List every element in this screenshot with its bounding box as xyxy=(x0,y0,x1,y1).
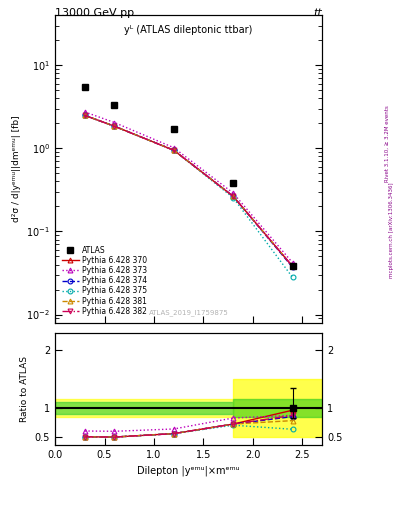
Y-axis label: d²σ / d|yᵉᵐᵘ||dmᵉᵐᵘ| [fb]: d²σ / d|yᵉᵐᵘ||dmᵉᵐᵘ| [fb] xyxy=(12,116,21,222)
Pythia 6.428 381 xyxy=(290,263,295,269)
Pythia 6.428 375 xyxy=(290,274,295,281)
Bar xyxy=(233,399,322,417)
Pythia 6.428 374 xyxy=(171,147,176,153)
Pythia 6.428 374 xyxy=(290,264,295,270)
Text: tt: tt xyxy=(314,8,322,18)
Pythia 6.428 370 xyxy=(231,193,235,199)
ATLAS xyxy=(231,180,235,186)
Pythia 6.428 375 xyxy=(171,147,176,153)
Pythia 6.428 374 xyxy=(231,193,235,199)
Pythia 6.428 373 xyxy=(171,144,176,151)
Line: Pythia 6.428 374: Pythia 6.428 374 xyxy=(82,113,295,270)
Pythia 6.428 373 xyxy=(290,260,295,266)
ATLAS xyxy=(290,263,295,269)
ATLAS xyxy=(112,102,117,109)
Pythia 6.428 381 xyxy=(171,147,176,153)
Pythia 6.428 381 xyxy=(83,112,87,118)
Pythia 6.428 381 xyxy=(112,123,117,130)
Text: yᴸ (ATLAS dileptonic ttbar): yᴸ (ATLAS dileptonic ttbar) xyxy=(125,25,253,35)
ATLAS xyxy=(83,84,87,90)
Text: 13000 GeV pp: 13000 GeV pp xyxy=(55,8,134,18)
ATLAS xyxy=(171,126,176,132)
Bar xyxy=(55,402,233,414)
Line: ATLAS: ATLAS xyxy=(81,83,296,270)
Line: Pythia 6.428 381: Pythia 6.428 381 xyxy=(82,113,295,269)
Pythia 6.428 370 xyxy=(290,263,295,269)
Pythia 6.428 375 xyxy=(231,195,235,201)
Text: mcplots.cern.ch [arXiv:1306.3436]: mcplots.cern.ch [arXiv:1306.3436] xyxy=(389,183,393,278)
Pythia 6.428 373 xyxy=(112,119,117,125)
Pythia 6.428 373 xyxy=(83,109,87,115)
Pythia 6.428 382 xyxy=(112,123,117,130)
Pythia 6.428 370 xyxy=(83,112,87,118)
Text: ATLAS_2019_I1759875: ATLAS_2019_I1759875 xyxy=(149,310,228,316)
X-axis label: Dilepton |yᵉᵐᵘ|×mᵉᵐᵘ: Dilepton |yᵉᵐᵘ|×mᵉᵐᵘ xyxy=(137,466,240,476)
Line: Pythia 6.428 375: Pythia 6.428 375 xyxy=(82,113,295,280)
Pythia 6.428 382 xyxy=(231,193,235,199)
Pythia 6.428 382 xyxy=(171,147,176,153)
Pythia 6.428 374 xyxy=(83,112,87,118)
Line: Pythia 6.428 382: Pythia 6.428 382 xyxy=(82,113,295,269)
Y-axis label: Ratio to ATLAS: Ratio to ATLAS xyxy=(20,356,29,422)
Pythia 6.428 374 xyxy=(112,123,117,130)
Pythia 6.428 381 xyxy=(231,193,235,199)
Pythia 6.428 382 xyxy=(290,263,295,269)
Pythia 6.428 382 xyxy=(83,112,87,118)
Pythia 6.428 370 xyxy=(171,147,176,153)
Bar xyxy=(233,379,322,437)
Line: Pythia 6.428 373: Pythia 6.428 373 xyxy=(82,110,295,265)
Pythia 6.428 375 xyxy=(112,123,117,130)
Pythia 6.428 373 xyxy=(231,190,235,196)
Pythia 6.428 370 xyxy=(112,123,117,130)
Line: Pythia 6.428 370: Pythia 6.428 370 xyxy=(82,113,295,269)
Bar xyxy=(55,399,322,417)
Legend: ATLAS, Pythia 6.428 370, Pythia 6.428 373, Pythia 6.428 374, Pythia 6.428 375, P: ATLAS, Pythia 6.428 370, Pythia 6.428 37… xyxy=(59,243,150,319)
Text: Rivet 3.1.10, ≥ 3.2M events: Rivet 3.1.10, ≥ 3.2M events xyxy=(385,105,389,182)
Pythia 6.428 375 xyxy=(83,112,87,118)
